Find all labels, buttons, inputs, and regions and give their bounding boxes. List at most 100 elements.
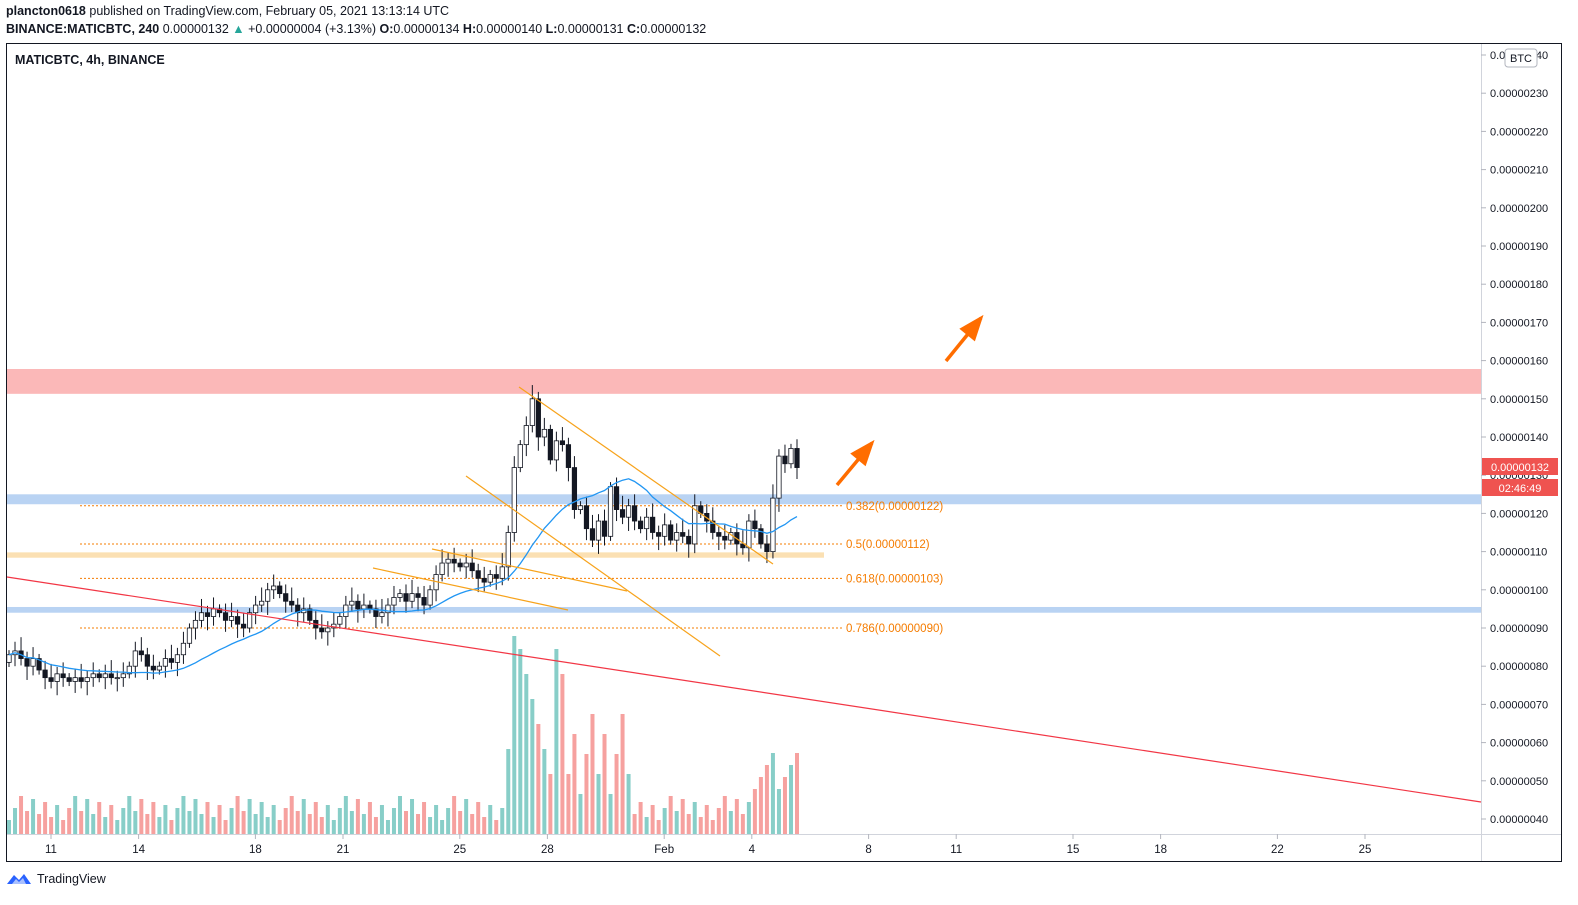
breakout-arrow-icon — [944, 314, 984, 363]
y-tick-label: 0.00000040 — [1490, 814, 1548, 826]
volume-bar — [428, 817, 433, 834]
candle-up — [343, 604, 349, 617]
y-tick-label: 0.00000190 — [1490, 241, 1548, 253]
volume-bar — [109, 805, 114, 834]
candle-up — [253, 604, 259, 614]
tradingview-brand[interactable]: TradingView — [37, 872, 106, 886]
y-tick-label: 0.00000170 — [1490, 317, 1548, 329]
candle-down — [283, 593, 289, 602]
moving-average-line — [8, 478, 798, 674]
candle-up — [192, 619, 199, 629]
volume-bar — [698, 817, 703, 834]
candle-down — [656, 532, 662, 537]
volume-bar — [145, 814, 150, 834]
volume-bar — [271, 805, 276, 834]
candle-up — [397, 593, 403, 598]
volume-bar — [638, 802, 643, 834]
zone-support-1 — [7, 494, 1481, 505]
publisher-name[interactable]: plancton0618 — [6, 4, 86, 18]
volume-bar — [620, 714, 625, 834]
volume-bar — [656, 820, 661, 834]
candle-down — [650, 516, 656, 533]
y-tick-label: 0.00000090 — [1490, 623, 1548, 635]
candle-up — [259, 600, 265, 606]
candle-down — [421, 597, 427, 606]
low-label: L: — [545, 22, 558, 36]
candle-down — [613, 486, 620, 510]
volume-bar — [115, 820, 120, 834]
volume-bar — [127, 796, 132, 834]
volume-bar — [596, 774, 601, 834]
volume-bar — [548, 774, 553, 834]
candle-up — [776, 455, 782, 499]
volume-bar — [590, 714, 595, 834]
volume-bar — [13, 808, 18, 834]
fib-level-label: 0.5(0.00000112) — [846, 539, 930, 551]
candle-down — [457, 562, 463, 568]
volume-bar — [91, 814, 96, 834]
volume-bar — [458, 811, 463, 834]
publish-info: plancton0618 published on TradingView.co… — [6, 4, 449, 18]
close-value: 0.00000132 — [640, 22, 707, 36]
candle-up — [102, 673, 108, 679]
candle-up — [90, 673, 96, 679]
candle-down — [289, 600, 295, 606]
volume-bar — [668, 796, 673, 834]
volume-bar — [764, 765, 769, 834]
candle-up — [445, 558, 451, 564]
candle-down — [794, 448, 800, 468]
candle-down — [355, 600, 361, 610]
volume-bar — [572, 734, 577, 834]
candle-up — [156, 665, 162, 671]
volume-bar — [704, 805, 709, 834]
x-tick-label: Feb — [654, 844, 674, 856]
open-label: O: — [379, 22, 394, 36]
volume-bar — [163, 805, 168, 834]
flag-upper-line — [431, 548, 628, 592]
candle-up — [523, 425, 529, 446]
candle-up — [499, 566, 505, 579]
footer: TradingView — [6, 872, 106, 886]
tradingview-logo-icon[interactable] — [6, 872, 32, 886]
chart-frame — [6, 43, 1562, 862]
candle-up — [439, 562, 445, 575]
candle-down — [752, 520, 758, 530]
volume-bar — [235, 796, 240, 834]
x-tick-label: 4 — [749, 844, 756, 856]
y-tick-label: 0.00000060 — [1490, 738, 1548, 750]
volume-bar — [331, 820, 336, 834]
y-tick-label: 0.00000050 — [1490, 776, 1548, 788]
volume-bar — [175, 808, 180, 834]
candle-up — [72, 677, 78, 682]
candle-up — [746, 520, 752, 549]
volume-bar — [355, 799, 360, 834]
volume-bar — [566, 774, 571, 834]
candle-down — [601, 520, 608, 537]
high-value: 0.00000140 — [476, 22, 543, 36]
x-tick-label: 25 — [1359, 844, 1372, 856]
volume-bar — [686, 814, 691, 834]
volume-bar — [295, 811, 300, 834]
candle-up — [84, 677, 90, 682]
volume-bar — [710, 820, 715, 834]
volume-bar — [217, 805, 222, 834]
volume-bar — [379, 805, 384, 834]
volume-bar — [560, 674, 565, 834]
candle-down — [451, 558, 457, 564]
candle-down — [42, 669, 48, 679]
volume-bar — [482, 817, 487, 834]
candle-down — [24, 658, 30, 667]
y-tick-label: 0.00000070 — [1490, 699, 1548, 711]
change-arrow-icon: ▲ — [232, 22, 245, 36]
wedge-upper-line — [518, 386, 774, 565]
volume-bar — [434, 805, 439, 834]
currency-badge-label: BTC — [1510, 53, 1532, 65]
candle-up — [126, 665, 132, 675]
breakout-arrow-icon-head — [959, 314, 984, 342]
currency-badge[interactable]: BTC — [1504, 48, 1538, 68]
fib-level-label: 0.618(0.00000103) — [846, 573, 943, 585]
candle-down — [48, 677, 54, 682]
volume-bar — [97, 802, 102, 834]
candle-down — [668, 524, 674, 541]
